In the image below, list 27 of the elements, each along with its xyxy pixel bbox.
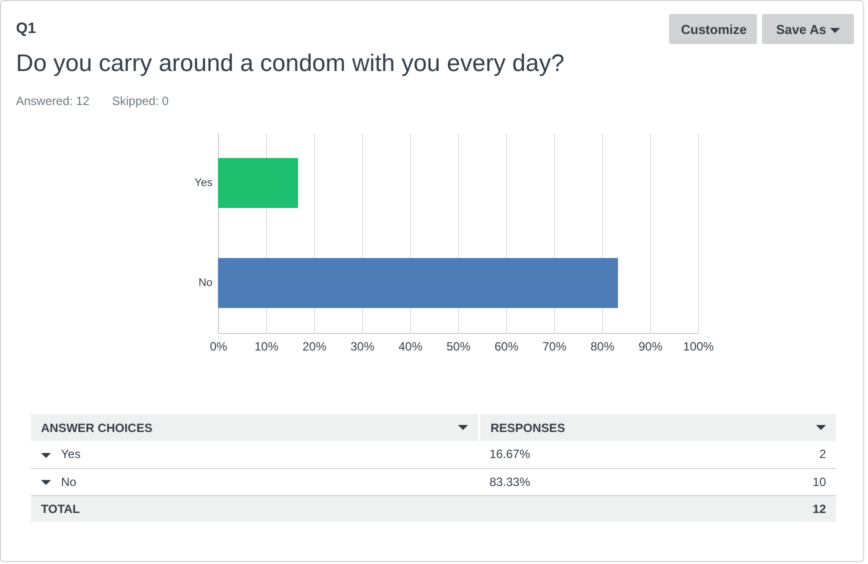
text: 12 xyxy=(744,495,836,522)
text: 83.33% xyxy=(479,468,744,495)
text: 16.67% xyxy=(479,441,744,468)
text: 2 xyxy=(744,441,836,468)
x-tick-label: 50% xyxy=(446,340,471,354)
text: Answered: 12 xyxy=(16,94,90,108)
x-tick-label: 70% xyxy=(542,340,567,354)
x-tick-label: 60% xyxy=(494,340,519,354)
text: Q1 xyxy=(16,20,36,37)
x-tick-label: 100% xyxy=(683,340,714,354)
x-tick-label: 90% xyxy=(638,340,663,354)
text: ANSWER CHOICES xyxy=(31,414,394,441)
x-tick-label: 20% xyxy=(302,340,327,354)
x-tick-label: 0% xyxy=(210,340,228,354)
text: 10 xyxy=(744,468,836,495)
chart-title: Do you carry around a condom with you every day? xyxy=(16,50,564,78)
x-tick-label: 40% xyxy=(398,340,423,354)
text: RESPONSES xyxy=(479,414,744,441)
text: Customize xyxy=(669,14,757,44)
text: TOTAL xyxy=(31,495,744,522)
category-label: Yes xyxy=(61,447,81,462)
text: Save As xyxy=(762,14,854,44)
x-tick-label: 10% xyxy=(254,340,279,354)
text: Skipped: 0 xyxy=(112,94,169,108)
x-tick-label: 30% xyxy=(350,340,375,354)
x-tick-label: 80% xyxy=(590,340,615,354)
category-label: No xyxy=(61,474,76,488)
